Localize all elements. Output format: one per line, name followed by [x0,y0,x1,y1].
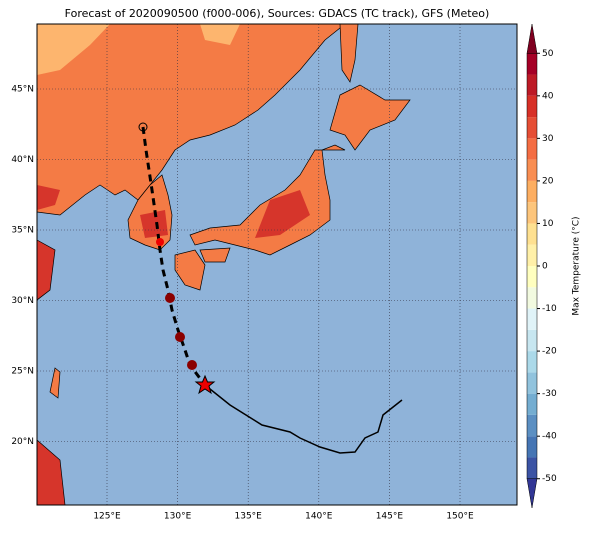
honshu-hot [255,190,310,238]
kyushu [174,249,206,291]
lat-tick-label: 40°N [11,155,34,165]
colorbar-segment [527,266,537,288]
colorbar-segment [527,223,537,245]
colorbar-segment [527,180,537,203]
sakhalin [339,24,359,83]
colorbar-segment [527,74,537,96]
map-frame [36,23,518,506]
lon-tick-label: 135°E [235,512,263,522]
colorbar-tick-label: -50 [542,474,557,484]
colorbar-segment [527,95,537,118]
colorbar-segment [527,329,537,352]
lat-tick-label: 25°N [11,367,34,377]
colorbar-tick-label: 0 [542,262,548,272]
colorbar-segment [527,351,537,373]
lat-tick-label: 30°N [11,296,34,306]
colorbar-tick-label: 10 [542,219,554,229]
lon-tick-label: 150°E [446,512,474,522]
lon-tick-label: 125°E [93,512,121,522]
colorbar-segment [527,244,537,266]
honshu [189,144,346,256]
lat-tick-label: 35°N [11,226,34,236]
storm-marker [175,332,185,342]
colorbar-segment [527,202,537,224]
colorbar-tick-label: -40 [542,432,557,442]
hokkaido [329,84,411,151]
colorbar-tick-label: 50 [542,49,554,59]
warm-region [37,24,240,75]
colorbar-tick-label: -30 [542,389,557,399]
colorbar-segment [527,287,537,309]
colorbar-extend [526,478,538,509]
storm-position [194,374,216,395]
title: Forecast of 2020090500 (f000-006), Sourc… [65,7,490,20]
hot-region [37,185,168,238]
colorbar-segment [527,393,537,415]
colorbar-segment [527,53,537,75]
lat-tick-label: 20°N [11,437,34,447]
storm-marker [156,238,164,246]
continent [37,24,346,216]
shikoku [199,247,231,263]
colorbar-segment [527,117,537,139]
track-end [138,122,148,132]
storm-marker [165,293,175,303]
colorbar-segment [527,159,537,181]
colorbar-label: Max Temperature (°C) [572,216,582,315]
colorbar-segment [527,138,537,160]
track-past [204,384,403,454]
colorbar-tick-label: -10 [542,304,557,314]
colorbar-extend [526,23,538,54]
lon-tick-label: 145°E [376,512,404,522]
colorbar-segment [527,308,537,330]
colorbar-segment [527,457,537,479]
colorbar-segment [527,372,537,394]
colorbar-tick-label: 20 [542,176,554,186]
lat-tick-label: 45°N [11,85,34,95]
lon-tick-label: 130°E [164,512,192,522]
map [37,24,517,505]
storm-marker [187,360,197,370]
track-forecast [141,126,207,386]
colorbar-tick-label: -20 [542,347,557,357]
colorbar-tick-label: 40 [542,91,554,101]
colorbar-tick-label: 30 [542,134,554,144]
colorbar-segment [527,436,537,458]
lon-tick-label: 140°E [305,512,333,522]
colorbar-segment [527,414,537,437]
south-china [37,239,66,505]
taiwan [49,367,61,399]
